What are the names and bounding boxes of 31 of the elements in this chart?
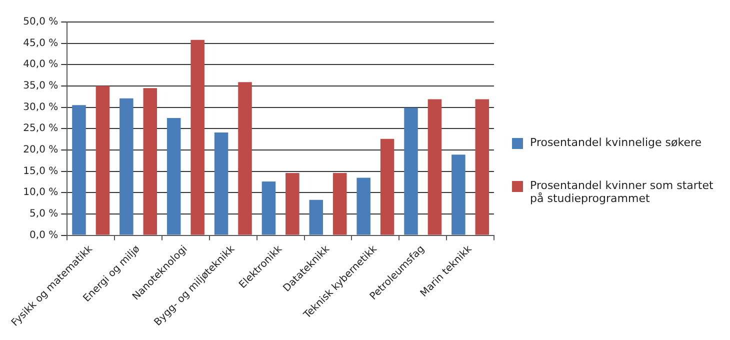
bar xyxy=(309,200,324,235)
bar xyxy=(428,99,442,235)
bar xyxy=(96,86,110,235)
bar xyxy=(475,99,490,235)
y-tick-label: 50,0 % xyxy=(23,16,58,28)
bar xyxy=(332,172,347,235)
bar xyxy=(262,182,276,235)
bar xyxy=(356,178,370,235)
bar xyxy=(166,118,181,235)
bar xyxy=(190,40,204,235)
y-tick-label: 30,0 % xyxy=(23,102,58,113)
y-tick-label: 5,0 % xyxy=(30,208,58,220)
bar xyxy=(72,105,86,235)
y-tick-label: 20,0 % xyxy=(23,144,58,156)
bar xyxy=(380,138,394,235)
bar xyxy=(404,108,418,235)
legend-label: Prosentandel kvinner som startet på studieprogrammet xyxy=(530,178,714,204)
y-tick-label: 15,0 % xyxy=(23,166,58,177)
y-tick-label: 35,0 % xyxy=(23,80,58,92)
y-tick-label: 25,0 % xyxy=(23,123,58,134)
bar xyxy=(143,88,158,235)
legend-label: Prosentandel kvinnelige søkere xyxy=(530,136,702,148)
bar xyxy=(214,132,228,235)
y-tick-label: 0,0 % xyxy=(30,230,58,241)
bar xyxy=(120,98,134,235)
y-tick-label: 10,0 % xyxy=(23,187,58,198)
y-tick-label: 40,0 % xyxy=(23,59,58,70)
bar xyxy=(286,172,300,235)
bar xyxy=(452,154,466,235)
y-tick-label: 45,0 % xyxy=(23,38,58,49)
bar xyxy=(238,82,252,235)
